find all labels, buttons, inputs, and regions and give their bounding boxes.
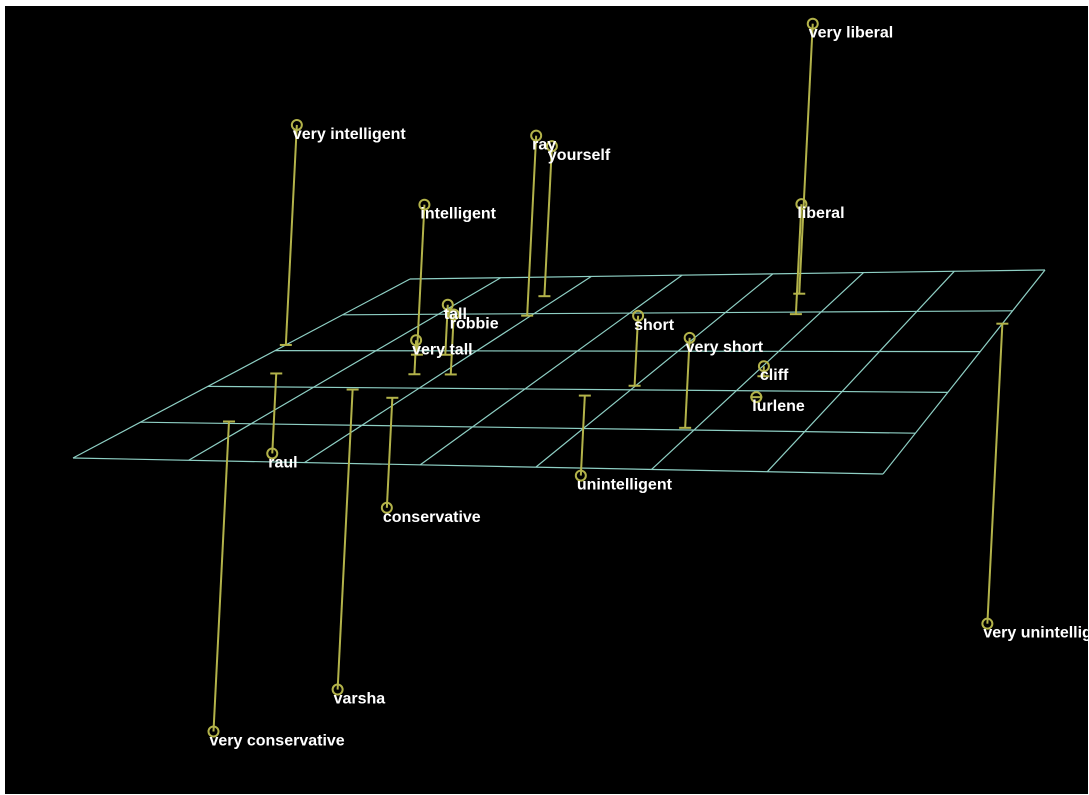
stem-very-intelligent [284,124,298,345]
point-label-short: short [634,317,675,334]
stem-liberal [794,204,803,315]
stem-intelligent [415,204,426,355]
point-marker-robbie[interactable] [447,308,460,321]
point-label-ray: ray [532,137,556,154]
point-marker-yourself[interactable] [545,140,558,153]
point-marker-very-intelligent[interactable] [290,118,303,131]
label-layer: very liberal ray very intelligent yourself l… [209,25,1088,750]
chart-frame: very liberal ray very intelligent yourself l… [5,6,1088,794]
point-marker-very-short[interactable] [683,331,696,344]
point-label-cliff: cliff [760,367,789,384]
point-label-very-intelligent: very intelligent [293,126,407,143]
grid-line-v-1 [140,421,916,434]
point-label-intelligent: intelligent [420,206,496,223]
point-label-yourself: yourself [548,147,611,164]
stem-very-unintelligent [986,323,1004,624]
grid-line-v-5 [409,269,1046,280]
point-label-very-tall: very tall [412,341,472,358]
grid-line-u-0 [72,278,411,459]
stem-short [633,315,640,386]
point-marker-conservative[interactable] [380,501,393,514]
grid-plane [72,269,1046,475]
point-marker-very-unintelligent[interactable] [981,617,994,630]
point-marker-varsha[interactable] [331,683,344,696]
grid-line-u-2 [304,275,592,464]
point-label-very-liberal: very liberal [809,25,894,42]
stem-layer [207,17,1009,738]
stem-very-conservative [212,421,230,732]
stem-raul [271,373,278,454]
point-label-raul: raul [268,454,297,471]
scatter-3d-plot: very liberal ray very intelligent yourself l… [72,17,1088,750]
grid-line-u-3 [419,274,683,466]
stem-conservative [385,397,394,508]
point-marker-very-tall[interactable] [410,334,423,347]
point-label-very-unintelligent: very unintelligent [983,625,1088,642]
grid-line-v-0 [72,457,884,475]
stem-very-liberal [798,23,814,294]
point-label-tall: tall [444,306,467,323]
point-marker-liberal[interactable] [795,198,808,211]
stem-yourself [543,146,553,297]
stem-varsha [336,389,354,690]
stem-ray [526,135,538,316]
point-marker-raul[interactable] [266,447,279,460]
point-marker-very-conservative[interactable] [207,725,220,738]
grid-line-v-4 [342,310,1013,316]
point-marker-ray[interactable] [530,129,543,142]
point-label-unintelligent: unintelligent [577,477,673,494]
grid-line-v-2 [207,385,948,393]
point-label-varsha: varsha [334,691,386,708]
point-marker-lurlene[interactable] [750,391,763,404]
point-label-robbie: robbie [450,315,499,332]
stem-tall [444,304,449,355]
point-label-lurlene: lurlene [752,398,805,415]
stem-very-short [684,337,691,428]
point-marker-very-liberal[interactable] [806,17,819,30]
point-label-liberal: liberal [797,205,844,222]
point-label-conservative: conservative [383,509,481,526]
point-label-very-conservative: very conservative [209,732,344,749]
grid-line-u-6 [766,270,955,473]
grid-line-u-4 [535,273,774,468]
grid-line-u-7 [882,269,1046,475]
point-label-very-short: very short [686,339,764,356]
stem-unintelligent [579,395,586,476]
point-marker-unintelligent[interactable] [574,469,587,482]
grid-line-v-3 [275,350,981,353]
point-marker-tall[interactable] [441,298,454,311]
point-marker-short[interactable] [632,309,645,322]
stem-robbie [449,314,455,375]
point-marker-cliff[interactable] [757,360,770,373]
grid-line-u-5 [651,272,864,470]
point-marker-intelligent[interactable] [418,198,431,211]
grid-line-u-1 [188,277,502,461]
